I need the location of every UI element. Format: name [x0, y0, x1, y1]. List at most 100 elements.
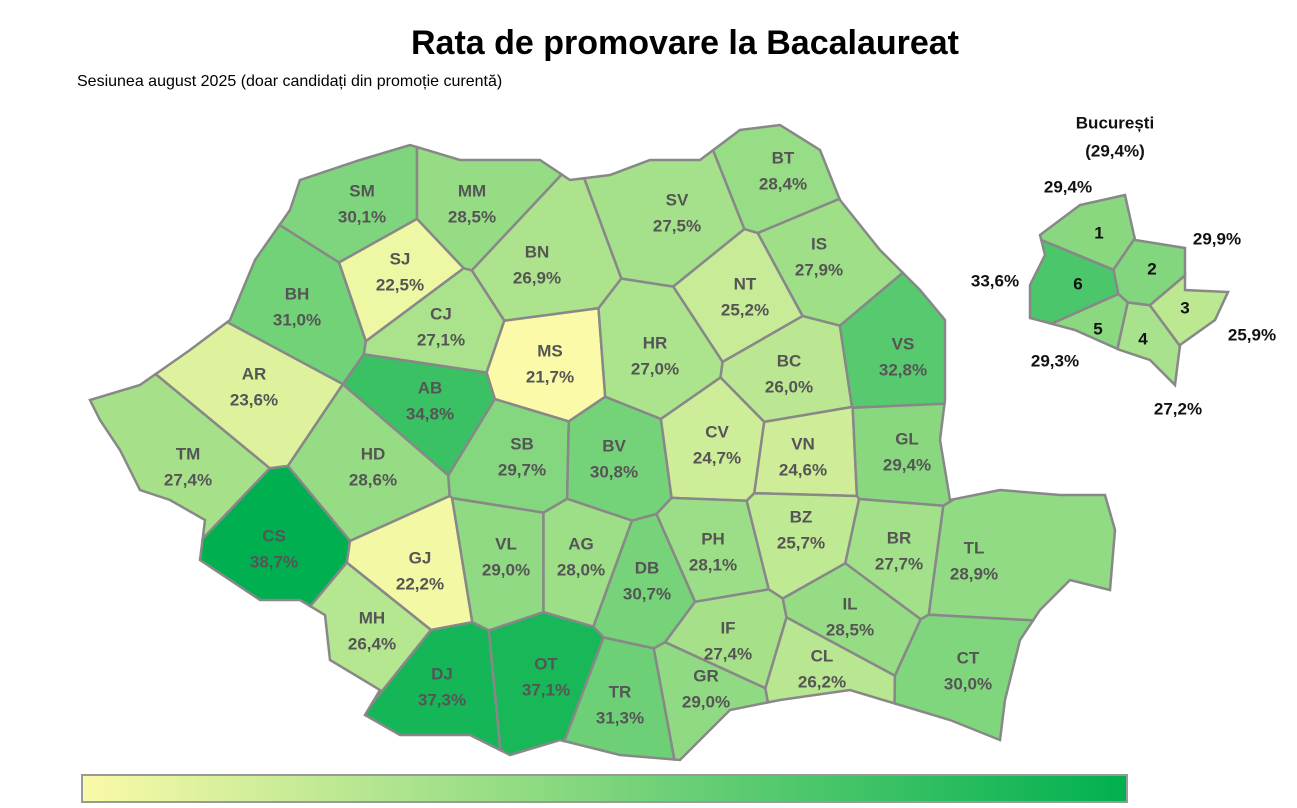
sector-number: 2: [1147, 259, 1156, 278]
county-value: 31,0%: [273, 310, 321, 329]
sector: [1028, 237, 1120, 326]
colorbar: [81, 774, 1128, 803]
county-value: 26,9%: [513, 268, 561, 287]
county-value: 27,7%: [875, 554, 923, 573]
county-value: 28,6%: [349, 470, 397, 489]
county-value: 29,7%: [498, 460, 546, 479]
county-value: 27,1%: [417, 330, 465, 349]
county-code: CT: [957, 648, 980, 667]
county-value: 30,8%: [590, 462, 638, 481]
county-value: 28,9%: [950, 564, 998, 583]
county-value: 27,9%: [795, 260, 843, 279]
county: [88, 372, 272, 543]
county-code: VN: [791, 434, 815, 453]
county-code: AG: [568, 534, 594, 553]
county-code: SJ: [390, 249, 411, 268]
county-code: TM: [176, 444, 201, 463]
county-value: 21,7%: [526, 367, 574, 386]
county-code: GR: [693, 666, 719, 685]
county-code: SB: [510, 434, 534, 453]
county-value: 27,4%: [164, 470, 212, 489]
county-value: 29,4%: [883, 455, 931, 474]
county-value: 37,1%: [522, 680, 570, 699]
county-value: 27,5%: [653, 216, 701, 235]
county-code: GL: [895, 429, 919, 448]
county-code: BV: [602, 436, 626, 455]
county: [363, 620, 502, 753]
county-code: TL: [964, 538, 985, 557]
sector-value: 25,9%: [1228, 325, 1276, 344]
county-value: 38,7%: [250, 552, 298, 571]
county-code: MH: [359, 608, 385, 627]
county-value: 25,2%: [721, 300, 769, 319]
county-value: 34,8%: [406, 404, 454, 423]
county-code: DJ: [431, 664, 453, 683]
regions: [88, 123, 1230, 762]
county-value: 30,1%: [338, 207, 386, 226]
sector-number: 5: [1093, 319, 1102, 338]
county-code: CV: [705, 422, 729, 441]
county-value: 28,4%: [759, 174, 807, 193]
county-code: CJ: [430, 304, 452, 323]
county: [487, 610, 606, 757]
county-value: 30,7%: [623, 584, 671, 603]
county-code: AR: [242, 364, 267, 383]
county-code: BH: [285, 284, 310, 303]
county-code: OT: [534, 654, 558, 673]
subtitle: Sesiunea august 2025 (doar candidați din…: [77, 73, 502, 90]
county-value: 25,7%: [777, 533, 825, 552]
county: [893, 613, 1036, 742]
county-code: TR: [609, 682, 632, 701]
sector-value: 29,9%: [1193, 229, 1241, 248]
county-value: 28,5%: [448, 207, 496, 226]
county-code: HD: [361, 444, 386, 463]
county-value: 28,1%: [689, 555, 737, 574]
county-code: SM: [349, 181, 375, 200]
county-value: 27,0%: [631, 359, 679, 378]
sector-number: 6: [1073, 274, 1082, 293]
county-code: VS: [892, 334, 915, 353]
county-value: 28,5%: [826, 620, 874, 639]
county-value: 32,8%: [879, 360, 927, 379]
county: [308, 560, 433, 706]
labels: SM 30,1% MM 28,5% BT 28,4% SV 27,5% SJ 22,5% BN 26,…: [164, 148, 1276, 727]
county-value: 26,4%: [348, 634, 396, 653]
county: [652, 640, 770, 762]
sector-number: 4: [1138, 329, 1148, 348]
county-code: IL: [842, 594, 857, 613]
sector-value: 27,2%: [1154, 399, 1202, 418]
county-code: BN: [525, 242, 550, 261]
county-code: AB: [418, 378, 443, 397]
county-code: IF: [720, 618, 735, 637]
county-value: 29,0%: [682, 692, 730, 711]
county: [764, 615, 897, 706]
county-code: BT: [772, 148, 795, 167]
sector-value: 33,6%: [971, 271, 1019, 290]
county-code: BR: [887, 528, 912, 547]
county-code: CS: [262, 526, 286, 545]
county-code: VL: [495, 534, 517, 553]
county-code: GJ: [409, 548, 432, 567]
county-code: IS: [811, 234, 827, 253]
title: Rata de promovare la Bacalaureat: [411, 24, 959, 62]
county-code: HR: [643, 333, 668, 352]
county-value: 22,5%: [376, 275, 424, 294]
sector-number: 3: [1180, 298, 1189, 317]
county-value: 23,6%: [230, 390, 278, 409]
county-code: DB: [635, 558, 660, 577]
sector: [1115, 301, 1182, 388]
county-value: 30,0%: [944, 674, 992, 693]
county-value: 24,6%: [779, 460, 827, 479]
sector-value: 29,3%: [1031, 351, 1079, 370]
county-value: 28,0%: [557, 560, 605, 579]
county-code: MS: [537, 341, 563, 360]
county-code: PH: [701, 529, 725, 548]
county-value: 22,2%: [396, 574, 444, 593]
county-code: MM: [458, 181, 486, 200]
county-value: 29,0%: [482, 560, 530, 579]
county-code: SV: [666, 190, 689, 209]
county-code: BZ: [790, 507, 813, 526]
county-value: 31,3%: [596, 708, 644, 727]
county-value: 24,7%: [693, 448, 741, 467]
